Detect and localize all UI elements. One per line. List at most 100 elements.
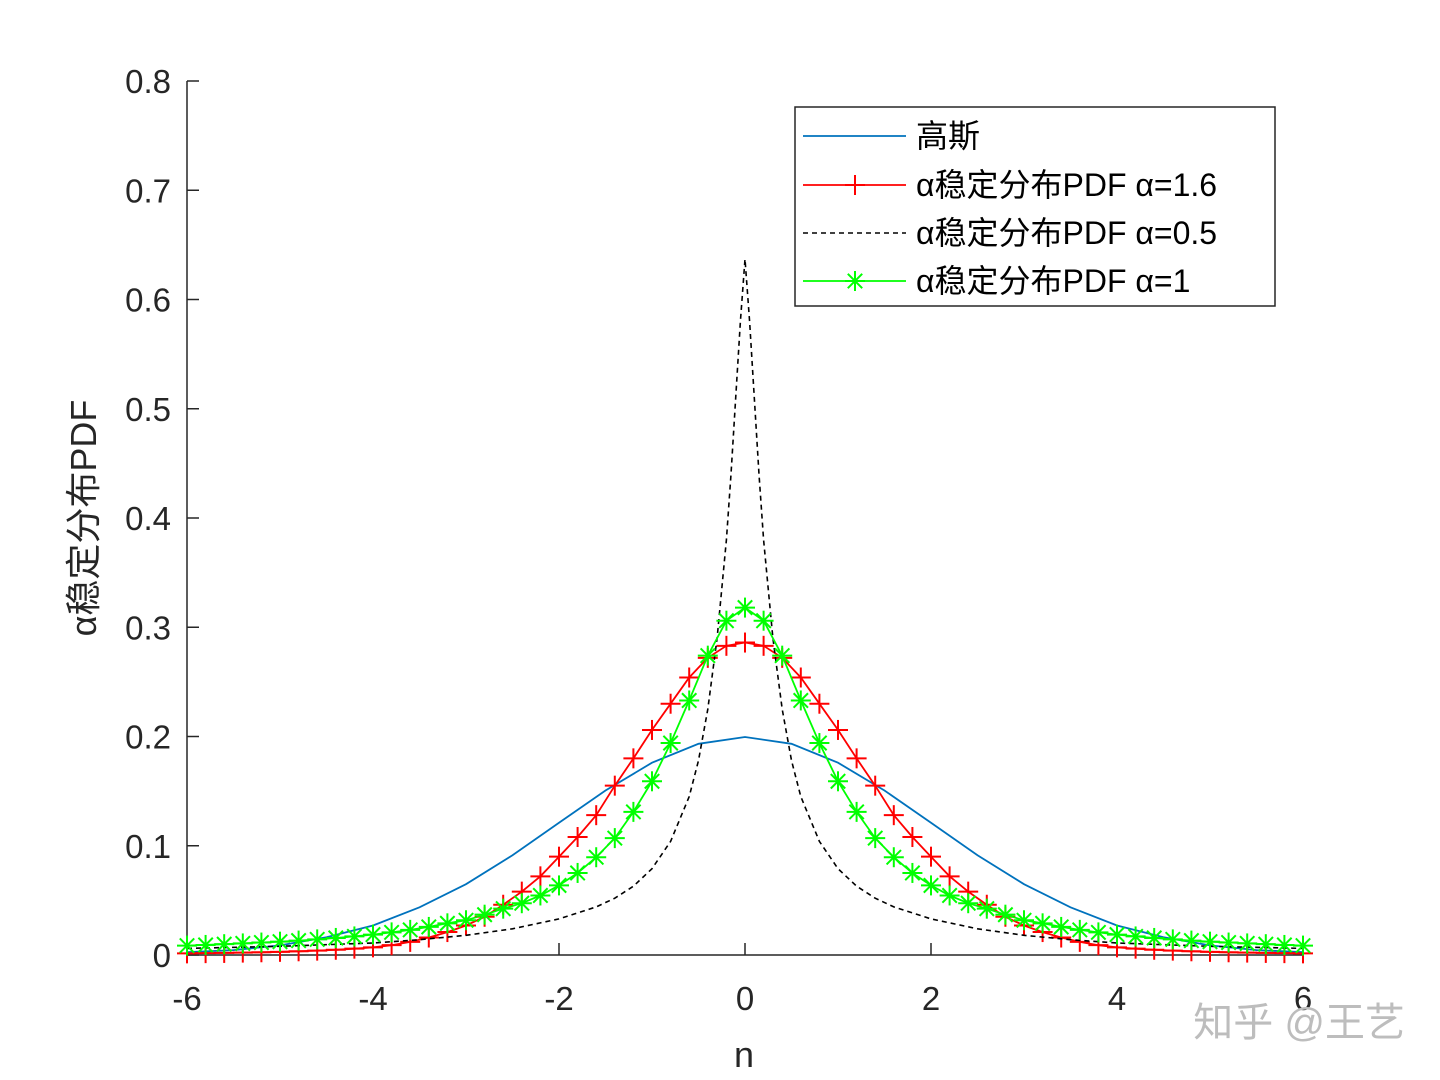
data-point	[921, 846, 941, 867]
marker-stroke	[1109, 926, 1125, 943]
marker-stroke	[681, 692, 698, 709]
marker-stroke	[1146, 930, 1163, 946]
data-point	[1032, 913, 1053, 934]
marker-stroke	[179, 937, 195, 954]
data-point	[381, 922, 402, 943]
marker-stroke	[847, 273, 863, 289]
data-point	[530, 866, 551, 887]
marker-stroke	[1183, 932, 1200, 949]
marker-stroke	[885, 849, 902, 866]
legend-item: α稳定分布PDF α=1	[803, 263, 1190, 299]
data-point	[828, 719, 848, 740]
marker-stroke	[1053, 919, 1070, 935]
marker-stroke	[1127, 928, 1144, 945]
x-tick-label: 2	[922, 980, 940, 1017]
data-point	[1014, 910, 1034, 931]
data-point	[735, 632, 755, 653]
marker-stroke	[439, 915, 456, 932]
marker-stroke	[941, 887, 958, 904]
data-point	[418, 916, 439, 937]
data-point	[809, 693, 830, 714]
data-point	[586, 805, 607, 826]
legend-label: α稳定分布PDF α=1.6	[916, 167, 1217, 203]
data-point	[474, 904, 495, 925]
series-line	[186, 259, 1304, 950]
data-point	[697, 645, 718, 666]
data-point	[325, 927, 346, 948]
data-point	[921, 875, 941, 896]
y-axis-label: α稳定分布PDF	[63, 400, 104, 637]
data-point	[902, 862, 923, 883]
legend-item: α稳定分布PDF α=1.6	[803, 167, 1217, 203]
marker-stroke	[1034, 915, 1051, 932]
data-point	[642, 719, 662, 740]
marker-stroke	[383, 924, 400, 941]
data-point	[437, 913, 458, 934]
y-tick-label: 0.4	[125, 500, 171, 537]
marker-stroke	[1295, 937, 1311, 954]
series-2	[186, 259, 1304, 950]
marker-stroke	[197, 937, 214, 953]
data-point	[772, 645, 793, 666]
data-point	[456, 910, 476, 931]
plot-area	[177, 259, 1313, 964]
series-3	[177, 597, 1313, 956]
marker-stroke	[904, 865, 921, 881]
marker-stroke	[365, 926, 381, 943]
marker-stroke	[216, 936, 233, 953]
axes: -6 -4 -2 0 2 4 6 0 0.1 0.2 0.3 0.4 0.5 0.6 0.7 0.8	[125, 63, 1312, 1017]
data-point	[1107, 924, 1127, 945]
data-point	[1237, 933, 1258, 954]
data-point	[1200, 931, 1220, 952]
data-point	[679, 667, 700, 688]
series-line	[186, 641, 1304, 955]
legend-box	[794, 106, 1276, 307]
data-point	[679, 690, 700, 711]
marker-stroke	[346, 928, 363, 945]
x-tick-label: 6	[1294, 980, 1312, 1017]
y-tick-label: 0.7	[125, 172, 171, 209]
x-tick-label: 0	[736, 980, 754, 1017]
data-point	[995, 904, 1016, 925]
data-point	[270, 931, 290, 952]
legend-marker	[845, 175, 865, 195]
marker-stroke	[830, 773, 846, 790]
marker-stroke	[718, 612, 735, 629]
data-point	[660, 693, 681, 714]
data-point	[1125, 926, 1146, 947]
marker-stroke	[662, 735, 679, 751]
marker-stroke	[1071, 921, 1088, 938]
data-point	[604, 775, 625, 796]
data-point	[288, 930, 309, 951]
data-point	[344, 926, 365, 947]
marker-stroke	[1202, 933, 1218, 950]
data-point	[1162, 929, 1183, 950]
marker-stroke	[513, 895, 530, 912]
marker-stroke	[290, 932, 307, 949]
marker-stroke	[458, 912, 474, 929]
marker-stroke	[253, 934, 270, 951]
legend-item: α稳定分布PDF α=0.5	[803, 215, 1217, 251]
data-point	[586, 847, 607, 868]
marker-stroke	[272, 933, 288, 950]
marker-stroke	[532, 887, 549, 904]
legend-label: α稳定分布PDF α=1	[916, 263, 1190, 299]
marker-stroke	[551, 877, 567, 894]
data-point	[1274, 934, 1295, 955]
legend: 高斯 α稳定分布PDF α=1.6 α稳定分布PDF α=0.5 α稳定分布PDF α…	[794, 106, 1276, 307]
data-point	[753, 610, 774, 631]
data-point	[902, 827, 923, 848]
y-tick-label: 0	[153, 937, 171, 974]
data-point	[976, 898, 997, 919]
data-point	[1051, 916, 1072, 937]
data-point	[251, 932, 272, 953]
legend-item: 高斯	[803, 118, 980, 154]
marker-stroke	[420, 919, 437, 935]
marker-stroke	[1016, 912, 1032, 929]
marker-stroke	[625, 803, 642, 820]
marker-stroke	[309, 931, 326, 948]
x-tick-label: -2	[544, 980, 573, 1017]
data-point	[865, 775, 886, 796]
marker-stroke	[495, 900, 512, 917]
